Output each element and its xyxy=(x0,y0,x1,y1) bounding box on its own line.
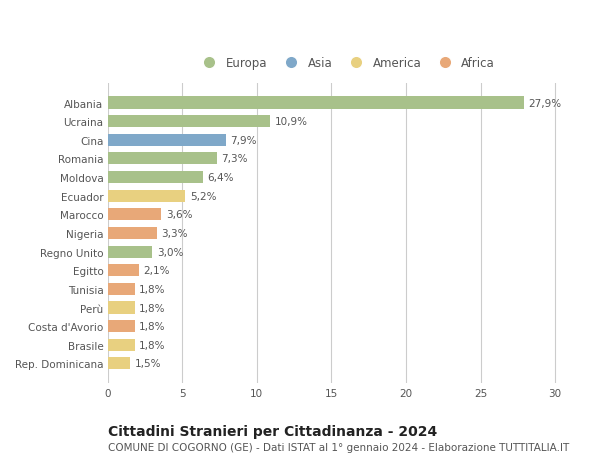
Bar xyxy=(107,116,270,128)
Bar xyxy=(107,264,139,277)
Text: 3,3%: 3,3% xyxy=(161,229,188,239)
Text: 1,8%: 1,8% xyxy=(139,321,166,331)
Text: 3,6%: 3,6% xyxy=(166,210,193,220)
Bar xyxy=(107,246,152,258)
Text: 7,3%: 7,3% xyxy=(221,154,248,164)
Legend: Europa, Asia, America, Africa: Europa, Asia, America, Africa xyxy=(194,54,499,73)
Bar xyxy=(107,153,217,165)
Text: 1,8%: 1,8% xyxy=(139,303,166,313)
Bar xyxy=(107,134,226,146)
Text: Cittadini Stranieri per Cittadinanza - 2024: Cittadini Stranieri per Cittadinanza - 2… xyxy=(107,425,437,438)
Bar xyxy=(107,190,185,202)
Text: 7,9%: 7,9% xyxy=(230,135,256,146)
Bar xyxy=(107,339,134,351)
Bar xyxy=(107,283,134,295)
Text: 5,2%: 5,2% xyxy=(190,191,216,201)
Bar xyxy=(107,172,203,184)
Text: 1,8%: 1,8% xyxy=(139,284,166,294)
Text: 1,8%: 1,8% xyxy=(139,340,166,350)
Text: COMUNE DI COGORNO (GE) - Dati ISTAT al 1° gennaio 2024 - Elaborazione TUTTITALIA: COMUNE DI COGORNO (GE) - Dati ISTAT al 1… xyxy=(107,442,569,452)
Bar xyxy=(107,358,130,369)
Text: 2,1%: 2,1% xyxy=(143,266,170,276)
Text: 27,9%: 27,9% xyxy=(529,98,562,108)
Bar xyxy=(107,320,134,332)
Bar xyxy=(107,302,134,314)
Text: 1,5%: 1,5% xyxy=(134,358,161,369)
Text: 10,9%: 10,9% xyxy=(275,117,308,127)
Bar xyxy=(107,227,157,240)
Text: 3,0%: 3,0% xyxy=(157,247,183,257)
Text: 6,4%: 6,4% xyxy=(208,173,234,183)
Bar xyxy=(107,97,524,109)
Bar xyxy=(107,209,161,221)
